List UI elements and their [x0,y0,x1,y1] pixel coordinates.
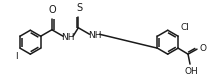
Text: I: I [15,52,18,61]
Text: O: O [200,44,207,53]
Text: OH: OH [184,67,198,76]
Text: NH: NH [88,31,101,40]
Text: NH: NH [61,33,75,42]
Text: Cl: Cl [180,23,189,32]
Text: S: S [76,3,82,13]
Text: O: O [48,5,56,15]
